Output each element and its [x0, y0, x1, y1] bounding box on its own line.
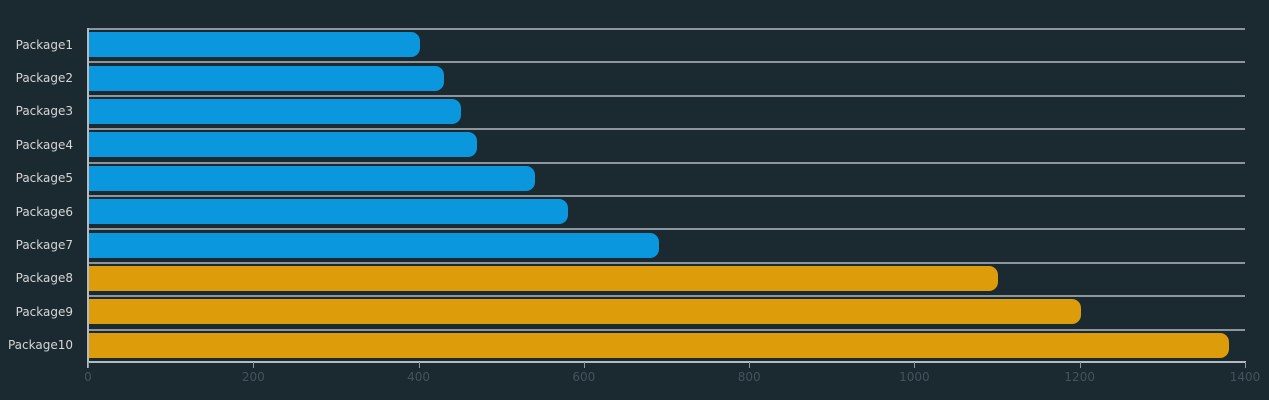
category-label-package9: Package9 — [15, 304, 73, 319]
category-label-package4: Package4 — [15, 137, 73, 152]
gridline — [88, 195, 1245, 197]
x-tick-label-1400: 1400 — [1229, 370, 1261, 384]
x-tick-label-200: 200 — [241, 370, 265, 384]
category-label-package8: Package8 — [15, 271, 73, 286]
bar-package10 — [89, 332, 1230, 358]
bar-package5 — [89, 165, 536, 191]
category-label-package5: Package5 — [15, 171, 73, 186]
x-tick-label-1200: 1200 — [1064, 370, 1095, 384]
x-tick-label-400: 400 — [407, 370, 431, 384]
bar-package7 — [89, 232, 660, 258]
x-axis-tick-600 — [583, 362, 585, 368]
category-label-package2: Package2 — [15, 71, 73, 86]
gridline — [88, 261, 1245, 264]
bar-package6 — [89, 199, 569, 225]
x-tick-label-600: 600 — [572, 370, 596, 384]
x-tick-label-800: 800 — [737, 370, 761, 384]
bar-package4 — [89, 132, 478, 158]
y-axis-line — [87, 28, 89, 368]
category-label-package7: Package7 — [15, 238, 73, 253]
bar-package9 — [89, 299, 1081, 325]
x-axis-tick-1200 — [1079, 362, 1081, 368]
gridline — [88, 28, 1245, 30]
x-axis-tick-1000 — [914, 362, 916, 368]
x-tick-label-1000: 1000 — [899, 370, 930, 384]
bar-package2 — [89, 65, 445, 91]
bar-package1 — [89, 32, 420, 58]
gridline — [88, 328, 1245, 331]
x-axis-tick-0 — [88, 362, 89, 368]
category-label-package3: Package3 — [15, 104, 73, 119]
x-axis-tick-400 — [418, 362, 420, 368]
gridline — [88, 295, 1245, 298]
gridline — [88, 228, 1245, 231]
gridline — [88, 61, 1245, 64]
x-tick-label-0: 0 — [84, 370, 92, 384]
gridline — [88, 128, 1245, 131]
x-axis-tick-1400 — [1245, 362, 1246, 368]
x-axis-tick-200 — [253, 362, 255, 368]
category-label-package1: Package1 — [15, 37, 73, 52]
x-axis-line — [87, 361, 1246, 363]
x-axis-tick-800 — [749, 362, 751, 368]
gridline — [88, 94, 1245, 97]
bar-package3 — [89, 99, 461, 124]
category-label-package6: Package6 — [15, 204, 73, 219]
category-label-package10: Package10 — [7, 338, 73, 353]
gridline — [88, 161, 1245, 164]
bar-package8 — [89, 266, 999, 291]
